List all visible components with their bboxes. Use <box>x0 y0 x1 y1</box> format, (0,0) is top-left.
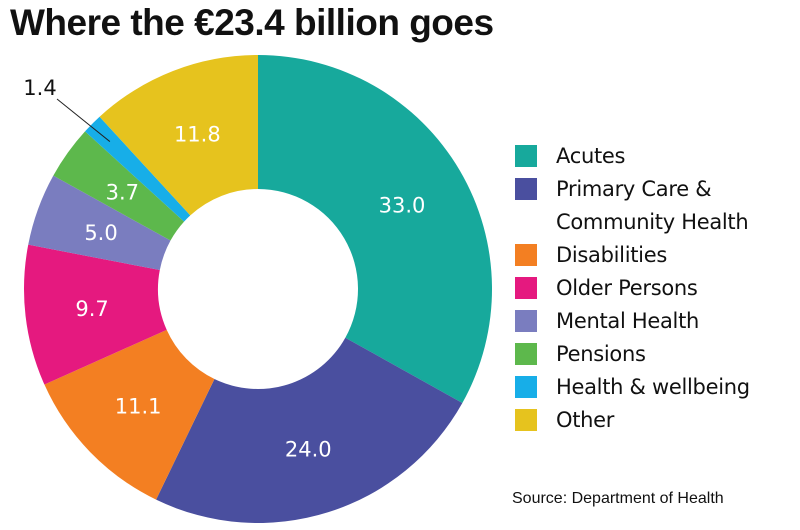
data-label: 33.0 <box>379 193 426 217</box>
legend-label: Mental Health <box>556 309 700 333</box>
legend-swatch <box>515 310 537 332</box>
legend-swatch <box>515 145 537 167</box>
legend-item: Health & wellbeing <box>515 371 750 404</box>
legend-item: Acutes <box>515 140 750 173</box>
legend-label: Pensions <box>556 342 646 366</box>
chart-title: Where the €23.4 billion goes <box>10 2 494 43</box>
legend-swatch <box>515 343 537 365</box>
data-label: 11.1 <box>115 394 162 418</box>
legend-item: Other <box>515 404 750 437</box>
legend-item: Older Persons <box>515 272 750 305</box>
data-label: 24.0 <box>285 437 332 461</box>
legend-swatch <box>515 244 537 266</box>
legend-label: Acutes <box>556 144 626 168</box>
legend-label: Older Persons <box>556 276 698 300</box>
legend-swatch <box>515 277 537 299</box>
slice-pensions <box>53 131 185 241</box>
legend-swatch <box>515 178 537 200</box>
slice-disabilities <box>44 329 215 500</box>
slice-mental-health <box>28 175 171 271</box>
legend-label: Primary Care & Community Health <box>556 177 749 234</box>
slice-health-wellbeing <box>85 116 191 222</box>
legend-swatch <box>515 409 537 431</box>
data-label: 9.7 <box>75 297 108 321</box>
data-label: 3.7 <box>106 181 139 205</box>
legend-swatch <box>515 376 537 398</box>
data-label: 11.8 <box>174 122 221 146</box>
data-label: 5.0 <box>84 221 117 245</box>
leader-line <box>56 98 111 142</box>
legend-label: Other <box>556 408 615 432</box>
source-note: Source: Department of Health <box>512 490 724 507</box>
legend-item: Disabilities <box>515 239 750 272</box>
slice-acutes <box>258 55 493 404</box>
data-label: 1.4 <box>23 76 56 100</box>
legend-item: Pensions <box>515 338 750 371</box>
slice-other <box>99 55 259 216</box>
legend-label: Disabilities <box>556 243 667 267</box>
legend-label: Health & wellbeing <box>556 375 750 399</box>
legend: Acutes Primary Care & Community Health Disa… <box>515 140 750 437</box>
legend-item: Primary Care & Community Health <box>515 173 750 239</box>
legend-item: Mental Health <box>515 305 750 338</box>
slice-primary-care-community-health <box>156 337 463 523</box>
slice-older-persons <box>24 244 167 385</box>
